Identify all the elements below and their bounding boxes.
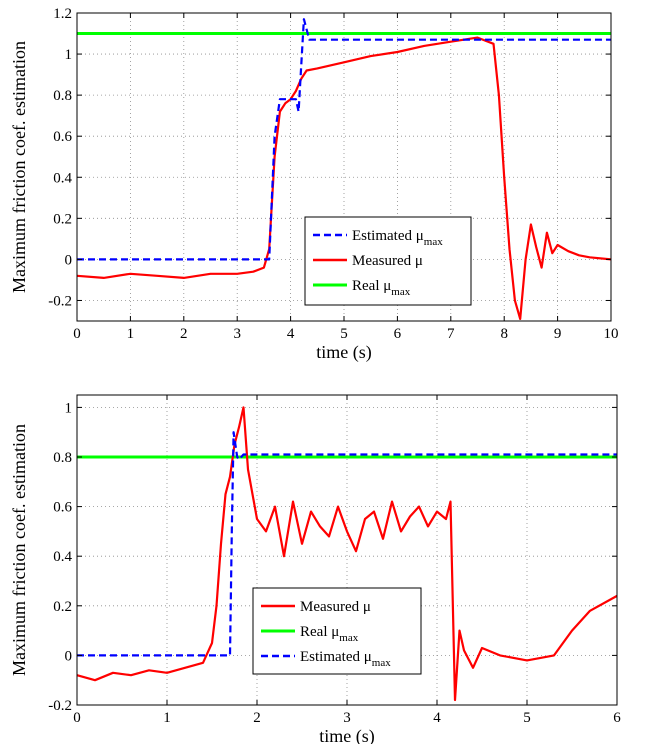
x-tick-label: 1: [163, 710, 171, 726]
series-measured: [76, 406, 618, 702]
legend-label-estimated: Estimated μmax: [352, 228, 443, 248]
y-tick-label: 0.8: [53, 450, 72, 466]
x-tick-label: 0: [73, 326, 81, 342]
x-tick-label: 7: [447, 326, 455, 342]
legend-label-estimated: Estimated μmax: [300, 649, 391, 669]
y-axis-label: Maximum friction coef. estimation: [9, 41, 29, 293]
legend-label-measured: Measured μ: [300, 599, 371, 615]
y-axis-label: Maximum friction coef. estimation: [9, 424, 29, 676]
y-tick-label: 0.8: [53, 88, 72, 104]
y-tick-label: 0.2: [53, 211, 72, 227]
legend-label-measured: Measured μ: [352, 253, 423, 269]
x-tick-label: 10: [604, 326, 619, 342]
y-tick-label: 0.6: [53, 129, 72, 145]
x-axis-label: time (s): [316, 342, 372, 363]
x-tick-label: 9: [554, 326, 562, 342]
x-tick-label: 6: [394, 326, 402, 342]
x-tick-label: 8: [500, 326, 508, 342]
x-tick-label: 5: [523, 710, 531, 726]
y-tick-label: -0.2: [48, 698, 72, 714]
series-estimated: [77, 18, 611, 261]
series-measured: [76, 36, 612, 320]
x-tick-label: 6: [613, 710, 621, 726]
x-tick-label: 4: [287, 326, 295, 342]
x-tick-label: 3: [343, 710, 351, 726]
y-tick-label: 1: [65, 400, 73, 416]
x-tick-label: 3: [233, 326, 241, 342]
y-tick-label: -0.2: [48, 293, 72, 309]
y-tick-label: 0: [65, 252, 73, 268]
x-tick-label: 2: [253, 710, 261, 726]
y-tick-label: 1.2: [53, 6, 72, 22]
y-tick-label: 0: [65, 648, 73, 664]
y-tick-label: 0.4: [53, 549, 72, 565]
x-tick-label: 4: [433, 710, 441, 726]
x-tick-label: 0: [73, 710, 81, 726]
x-tick-label: 1: [127, 326, 135, 342]
x-axis-label: time (s): [319, 726, 375, 744]
x-tick-label: 2: [180, 326, 188, 342]
series-estimated: [77, 431, 617, 657]
y-tick-label: 0.4: [53, 170, 72, 186]
y-tick-label: 1: [65, 47, 73, 63]
chart-1: 0 1 2 3 4 5 6 7 8 9 10 -0.2 0 0.2 0.4 0.6 0.8 1 1.2 time (s…: [9, 6, 619, 363]
y-tick-label: 0.2: [53, 599, 72, 615]
y-tick-label: 0.6: [53, 500, 72, 516]
x-tick-label: 5: [340, 326, 348, 342]
